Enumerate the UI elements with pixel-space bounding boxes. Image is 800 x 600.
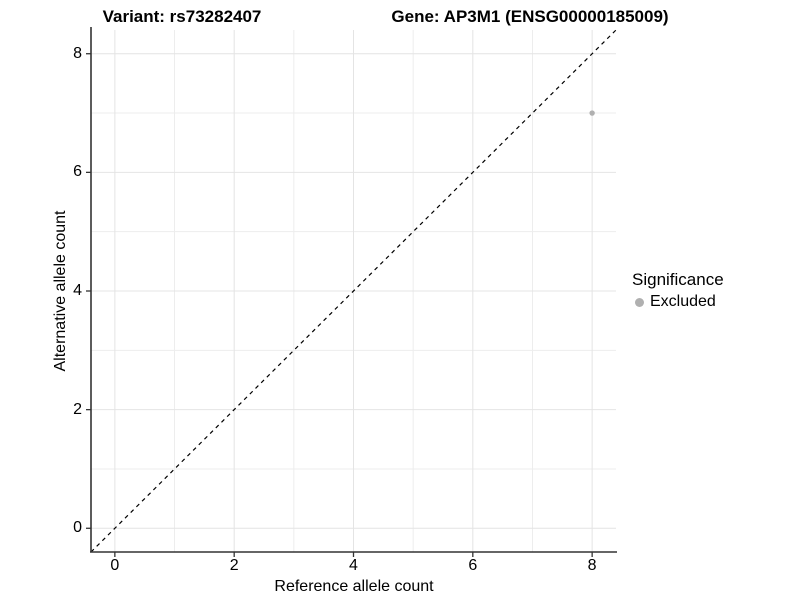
x-tick-label: 8 bbox=[587, 557, 597, 574]
y-tick-label: 6 bbox=[73, 163, 82, 181]
x-tick-label: 4 bbox=[349, 557, 358, 574]
y-axis-title: Alternative allele count bbox=[52, 210, 69, 372]
y-tick-label: 4 bbox=[73, 282, 82, 299]
legend-item: Excluded bbox=[632, 293, 724, 311]
legend: Significance Excluded bbox=[632, 270, 724, 311]
y-tick-label: 2 bbox=[73, 400, 82, 418]
x-tick-label: 6 bbox=[468, 557, 478, 574]
data-point bbox=[589, 110, 595, 116]
legend-items: Excluded bbox=[632, 293, 724, 311]
identity-dashed-line bbox=[90, 29, 617, 553]
x-axis-title: Reference allele count bbox=[274, 578, 434, 595]
y-tick-label: 0 bbox=[73, 519, 82, 537]
legend-point-icon bbox=[635, 297, 644, 307]
legend-title: Significance bbox=[632, 270, 724, 289]
x-tick-label: 2 bbox=[229, 557, 239, 574]
variant-title: Variant: rs73282407 bbox=[102, 7, 262, 26]
gene-title: Gene: AP3M1 (ENSG00000185009) bbox=[391, 7, 669, 26]
x-tick-label: 0 bbox=[110, 557, 120, 574]
y-tick-label: 8 bbox=[73, 44, 82, 62]
legend-item-label: Excluded bbox=[650, 293, 716, 310]
